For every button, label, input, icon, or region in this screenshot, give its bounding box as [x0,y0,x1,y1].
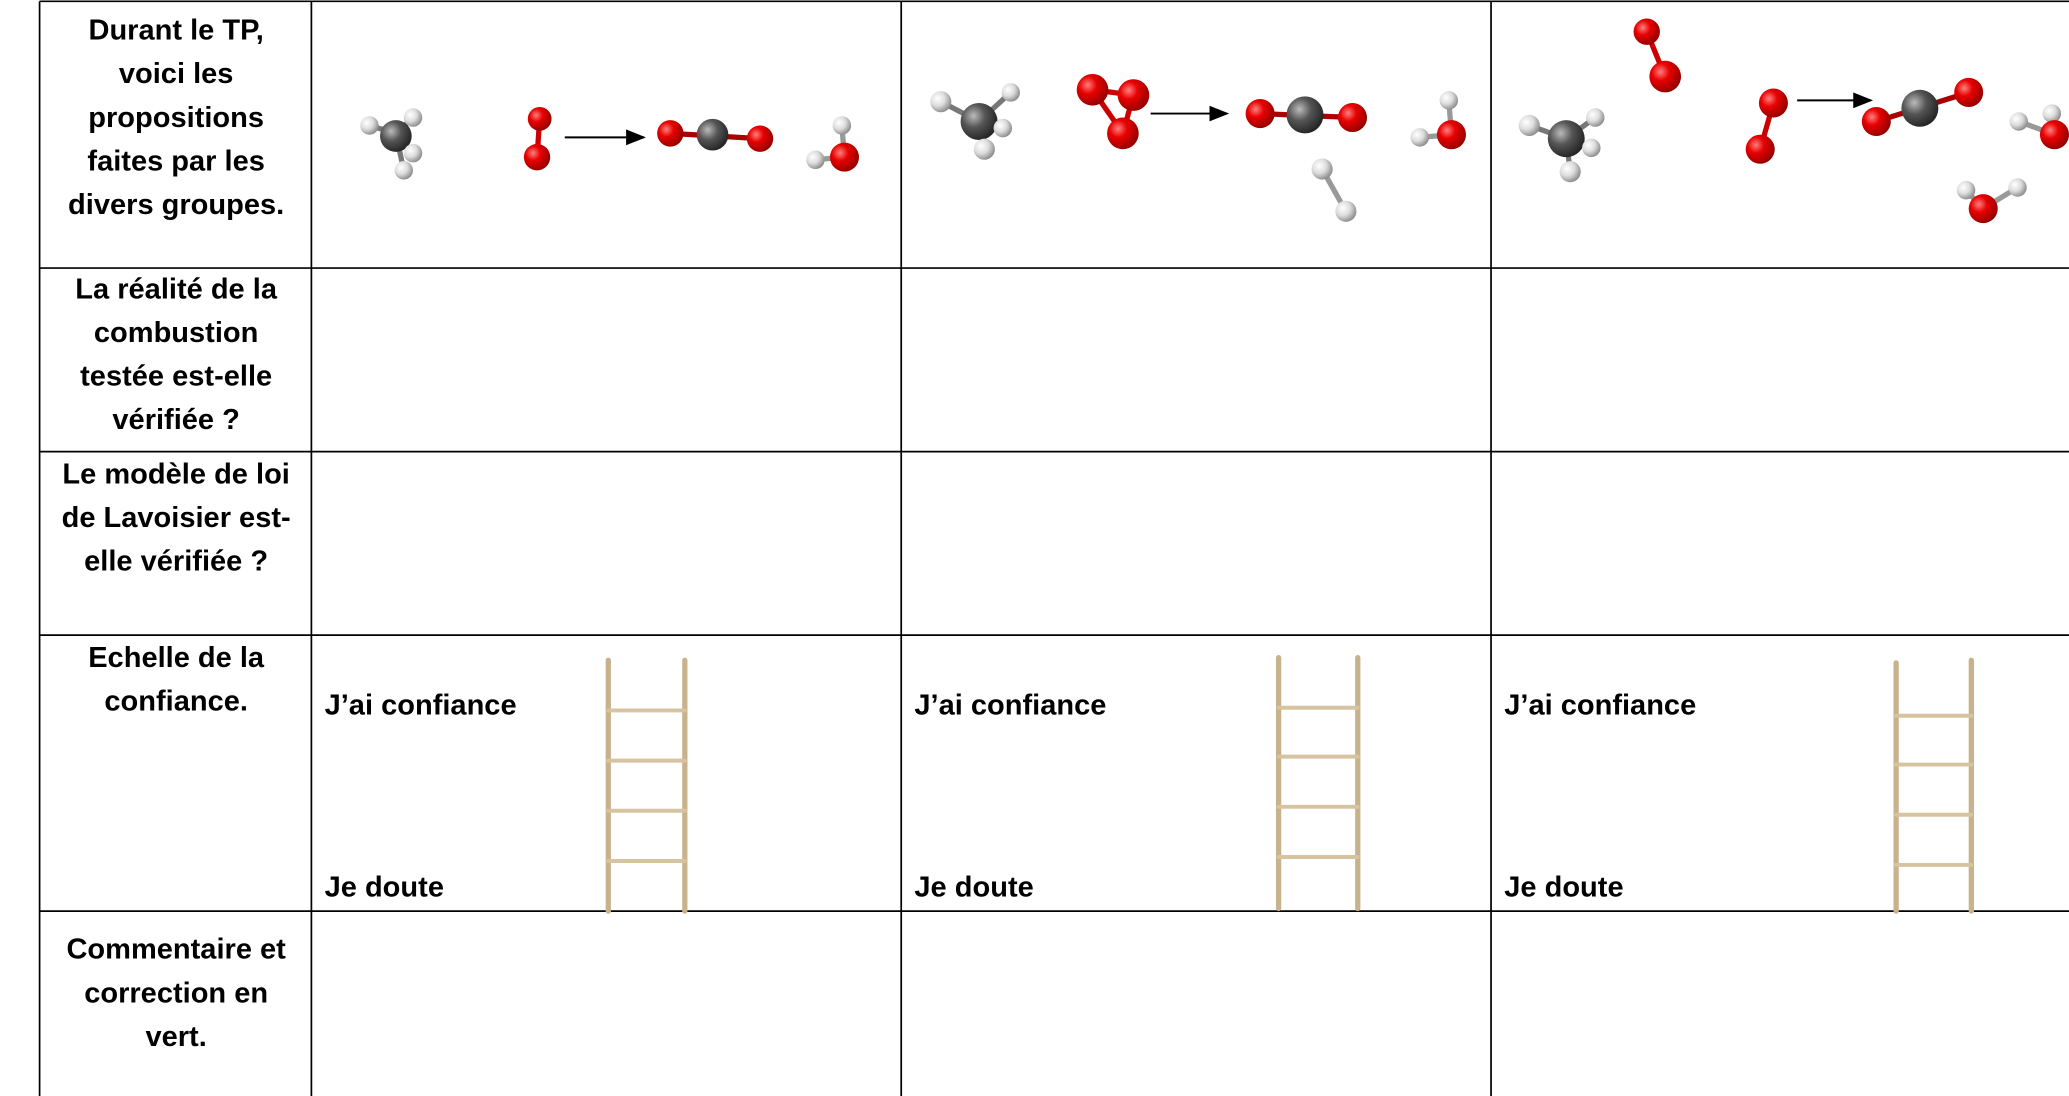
confidence-low-label: Je doute [1504,870,1624,904]
row-header-line: voici les [118,56,234,90]
confidence-high-label: J’ai confiance [914,687,1107,721]
confidence-low-label: Je doute [324,870,444,904]
row-header-line: Durant le TP, [88,13,264,47]
row-header-line: propositions [88,100,265,134]
confidence-high-label: J’ai confiance [1504,687,1697,721]
row-header-line: correction en [84,975,269,1009]
confidence-high-label: J’ai confiance [324,687,517,721]
row-header-line: vert. [145,1019,207,1053]
ladder [1275,654,1361,912]
molecules-proposal-1 [360,106,859,180]
confidence-low-label: Je doute [914,870,1034,904]
row-header-line: Echelle de la [88,640,265,674]
row-header-line: de Lavoisier est- [61,500,291,534]
row-header-line: testée est-elle [80,359,273,393]
row-header-line: Le modèle de loi [62,456,290,490]
ladder [1893,657,1974,914]
ladders [605,654,1974,914]
molecules-proposal-3 [1518,18,2069,224]
row-header-line: confiance. [104,684,248,718]
row-header-line: La réalité de la [75,272,277,306]
row-header-line: vérifiée ? [112,402,240,436]
row-header-line: elle vérifiée ? [84,544,269,578]
molecules-proposal-2 [930,73,1466,222]
row-header-line: Commentaire et [66,932,286,966]
ladder [605,657,688,914]
row-header-line: faites par les [87,143,265,177]
row-header-line: divers groupes. [68,187,285,221]
row-header-line: combustion [93,315,259,349]
table-borders [38,0,2069,1096]
